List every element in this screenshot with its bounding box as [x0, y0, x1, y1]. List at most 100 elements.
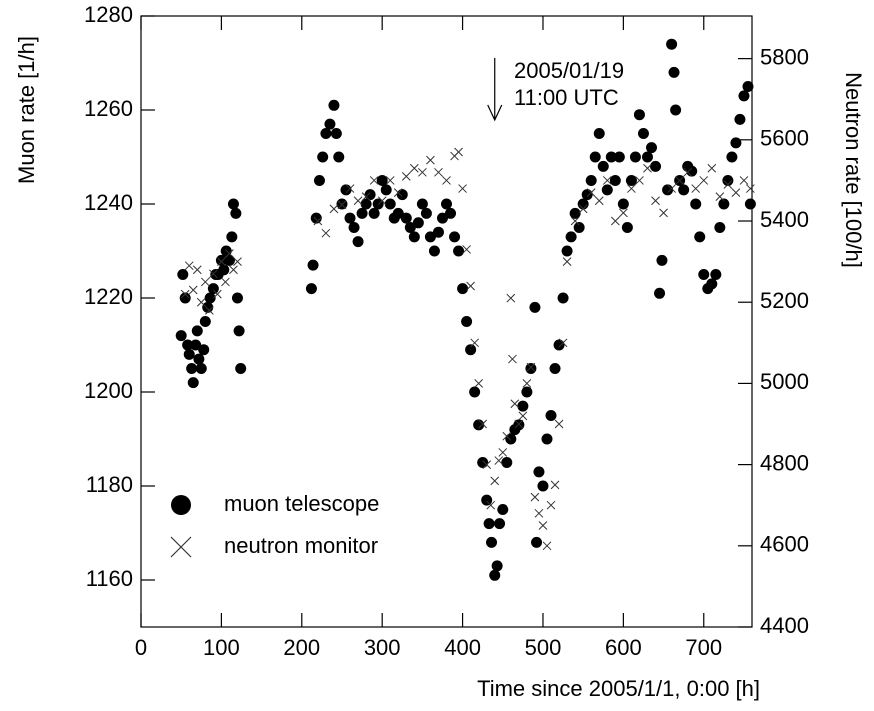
- muon-point: [690, 198, 702, 210]
- neutron-point: [683, 167, 693, 177]
- muon-point: [734, 113, 746, 125]
- y-tick-label: 1180: [86, 472, 133, 497]
- muon-point: [573, 222, 585, 233]
- muon-point: [336, 198, 348, 210]
- x-tick-label: 400: [444, 635, 481, 660]
- muon-point: [698, 269, 710, 280]
- muon-point: [577, 198, 589, 210]
- muon-point: [589, 151, 601, 163]
- muon-point: [521, 386, 533, 398]
- neutron-point: [213, 289, 222, 299]
- muon-point: [473, 419, 485, 431]
- neutron-point: [233, 257, 242, 266]
- muon-point: [501, 457, 513, 468]
- neutron-point: [510, 399, 520, 409]
- neutron-point: [723, 180, 733, 189]
- muon-point: [179, 292, 191, 304]
- muon-point: [313, 175, 325, 186]
- neutron-point: [707, 163, 717, 173]
- annotation: 2005/01/19: [514, 58, 624, 83]
- muon-point: [718, 198, 730, 210]
- muon-point: [428, 245, 440, 257]
- muon-point: [198, 344, 210, 356]
- muon-point: [352, 236, 364, 248]
- neutron-point: [667, 184, 676, 193]
- neutron-point: [498, 448, 508, 457]
- muon-point: [561, 245, 573, 257]
- muon-point: [670, 104, 682, 116]
- muon-point: [328, 99, 340, 111]
- muon-point: [384, 198, 396, 210]
- neutron-point: [200, 277, 210, 287]
- muon-point: [187, 377, 199, 389]
- muon-point: [469, 386, 481, 398]
- neutron-point: [345, 184, 355, 193]
- muon-point: [400, 212, 412, 224]
- muon-point: [549, 363, 561, 374]
- neutron-point: [217, 257, 226, 266]
- muon-point: [441, 198, 452, 210]
- muon-point: [360, 198, 372, 210]
- muon-point: [617, 198, 629, 210]
- muon-point: [233, 325, 245, 337]
- muon-point: [744, 198, 756, 210]
- neutron-point: [474, 379, 484, 388]
- muon-point: [585, 175, 597, 186]
- muon-point: [650, 160, 662, 172]
- neutron-point: [675, 176, 684, 185]
- y2-axis-label: Neutron rate [100/h]: [841, 72, 866, 268]
- muon-point: [317, 151, 329, 163]
- x-tick-label: 100: [203, 635, 240, 660]
- muon-point: [218, 264, 230, 276]
- muon-point: [461, 316, 473, 327]
- y2-tick-label: 4800: [760, 450, 809, 475]
- muon-point: [625, 175, 637, 186]
- muon-point: [199, 316, 211, 327]
- muon-point: [420, 207, 432, 219]
- muon-point: [581, 189, 593, 201]
- muon-point: [565, 231, 577, 243]
- neutron-point: [506, 293, 516, 303]
- x-tick-label: 0: [135, 635, 147, 660]
- muon-point: [408, 231, 420, 243]
- muon-point: [730, 137, 742, 149]
- muon-point: [424, 231, 436, 243]
- neutron-point: [180, 289, 190, 299]
- y2-tick-label: 5800: [760, 44, 809, 69]
- neutron-point: [538, 521, 548, 530]
- muon-point: [553, 339, 565, 351]
- muon-point: [344, 212, 356, 224]
- muon-point: [368, 207, 380, 219]
- neutron-point: [401, 172, 411, 181]
- x-tick-label: 600: [605, 635, 642, 660]
- muon-point: [601, 184, 613, 196]
- muon-point: [605, 151, 617, 163]
- muon-point: [376, 175, 388, 186]
- muon-point: [533, 466, 545, 478]
- muon-point: [183, 348, 195, 360]
- legend-marker: [171, 495, 191, 515]
- muon-point: [517, 400, 529, 412]
- y-tick-label: 1200: [84, 378, 133, 403]
- y-tick-label: 1220: [84, 284, 133, 309]
- muon-point: [348, 222, 360, 233]
- muon-point: [190, 339, 202, 351]
- neutron-point: [619, 208, 628, 218]
- neutron-point: [635, 176, 644, 185]
- muon-point: [412, 217, 424, 229]
- neutron-point: [490, 476, 500, 486]
- muon-point: [525, 363, 537, 374]
- muon-point: [738, 90, 750, 102]
- muon-point: [202, 301, 214, 313]
- neutron-point: [225, 249, 234, 258]
- neutron-point: [578, 204, 588, 214]
- muon-point: [364, 189, 376, 201]
- muon-point: [613, 151, 625, 163]
- neutron-point: [691, 184, 701, 193]
- muon-point: [186, 363, 198, 374]
- y2-tick-label: 5400: [760, 207, 809, 232]
- neutron-point: [746, 184, 755, 193]
- y2-tick-label: 5200: [760, 288, 809, 313]
- neutron-point: [659, 208, 668, 218]
- neutron-point: [518, 411, 528, 421]
